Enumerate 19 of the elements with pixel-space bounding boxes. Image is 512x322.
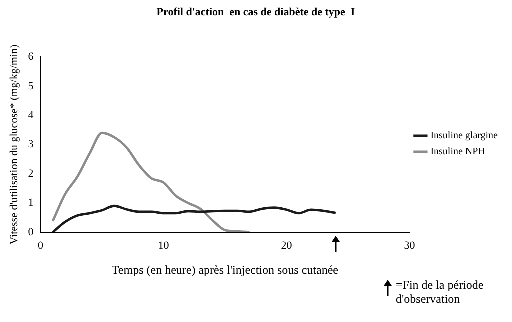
y-tick-label: 0: [28, 226, 34, 238]
x-tick-label: 20: [281, 240, 293, 252]
x-tick-label: 0: [38, 240, 44, 252]
legend-label: Insuline NPH: [430, 146, 486, 158]
y-axis-title: Vitesse d'utilisation du glucose* (mg/kg/min): [8, 44, 20, 245]
y-tick-label: 5: [28, 80, 34, 92]
y-tick-label: 1: [28, 197, 34, 210]
y-tick-label: 2: [28, 168, 34, 180]
x-tick-label: 10: [158, 240, 170, 252]
chart-title: Profil d'action en cas de diabète de type I: [156, 6, 356, 18]
line-series: [52, 132, 251, 232]
text: =Fin de la période d'observation: [396, 278, 485, 306]
y-tick-label: 3: [28, 138, 34, 151]
x-axis-title: Temps (en heure) après l'injection sous cutanée: [112, 262, 338, 277]
line-series: [52, 204, 338, 232]
y-tick-label: 6: [28, 51, 34, 64]
y-tick-label: 4: [28, 109, 34, 122]
legend-label: Insuline glargine: [430, 130, 499, 142]
x-tick-label: 30: [404, 240, 416, 252]
